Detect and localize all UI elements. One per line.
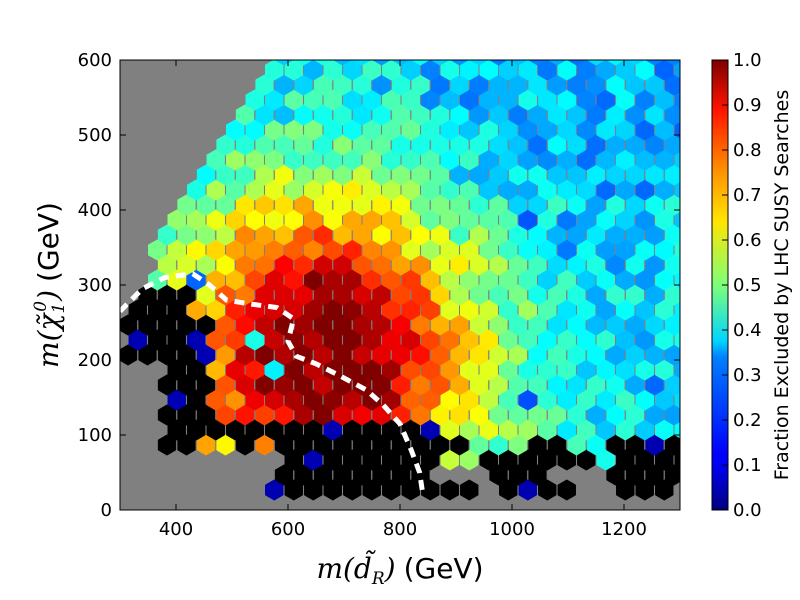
y-tick-label: 400 [78, 200, 112, 221]
colorbar-tick-label: 0.9 [733, 95, 762, 116]
y-tick-label: 500 [78, 125, 112, 146]
hex-cell [391, 60, 411, 66]
colorbar-tick-label: 0.8 [733, 140, 762, 161]
colorbar-tick-label: 0.0 [733, 500, 762, 521]
colorbar-tick-label: 0.1 [733, 455, 762, 476]
x-tick-label: 400 [159, 519, 193, 540]
hex-cell [557, 479, 576, 501]
colorbar-tick-label: 0.5 [733, 275, 762, 296]
y-axis-label: m(χ̃10)(GeV) [31, 202, 69, 368]
hex-cell [440, 479, 459, 501]
y-axis-ticks: 0 100 200 300 400 500 600 [78, 50, 680, 521]
x-tick-label: 800 [383, 519, 417, 540]
x-axis-label: m(d̃R) (GeV) [316, 550, 483, 589]
hex-cell [489, 60, 508, 66]
hex-cell [508, 60, 528, 66]
hex-cell [333, 60, 352, 66]
x-tick-label: 1200 [601, 519, 647, 540]
hex-cell [586, 60, 606, 66]
hex-cell [294, 60, 313, 66]
x-axis-ticks: 400 600 800 1000 1200 [159, 60, 647, 540]
y-tick-label: 300 [78, 275, 112, 296]
hex-cell [352, 60, 372, 66]
colorbar-tick-label: 0.4 [733, 320, 762, 341]
y-tick-label: 200 [78, 350, 112, 371]
hex-cell [547, 60, 567, 66]
hex-cell [606, 60, 625, 66]
x-tick-label: 1000 [489, 519, 535, 540]
hexbin-cells [120, 60, 680, 501]
y-tick-label: 0 [101, 500, 112, 521]
colorbar-ticks: 0.0 0.1 0.2 0.3 0.4 0.5 0.6 0.7 0.8 0.9 1.0 [722, 50, 762, 521]
colorbar-tick-label: 0.7 [733, 185, 762, 206]
contour-line [120, 271, 425, 492]
hex-cell [411, 60, 430, 66]
y-tick-label: 600 [78, 50, 112, 71]
x-tick-label: 600 [271, 519, 305, 540]
hex-cell [313, 60, 333, 66]
exclusion-contour [120, 271, 425, 492]
colorbar-tick-label: 0.3 [733, 365, 762, 386]
colorbar-tick-label: 1.0 [733, 50, 762, 71]
colorbar-tick-label: 0.6 [733, 230, 762, 251]
hex-cell [625, 60, 645, 66]
hex-cell [450, 60, 469, 66]
hex-cell [664, 60, 680, 66]
hex-cell [430, 60, 450, 66]
hex-cell [460, 479, 479, 501]
colorbar-tick-label: 0.2 [733, 410, 762, 431]
y-tick-label: 100 [78, 425, 112, 446]
hex-cell [528, 60, 547, 66]
hex-cell [567, 60, 586, 66]
hex-cell [372, 60, 391, 66]
colorbar-label: Fraction Excluded by LHC SUSY Searches [771, 90, 793, 480]
hex-cell [645, 60, 664, 66]
hex-cell [469, 60, 489, 66]
